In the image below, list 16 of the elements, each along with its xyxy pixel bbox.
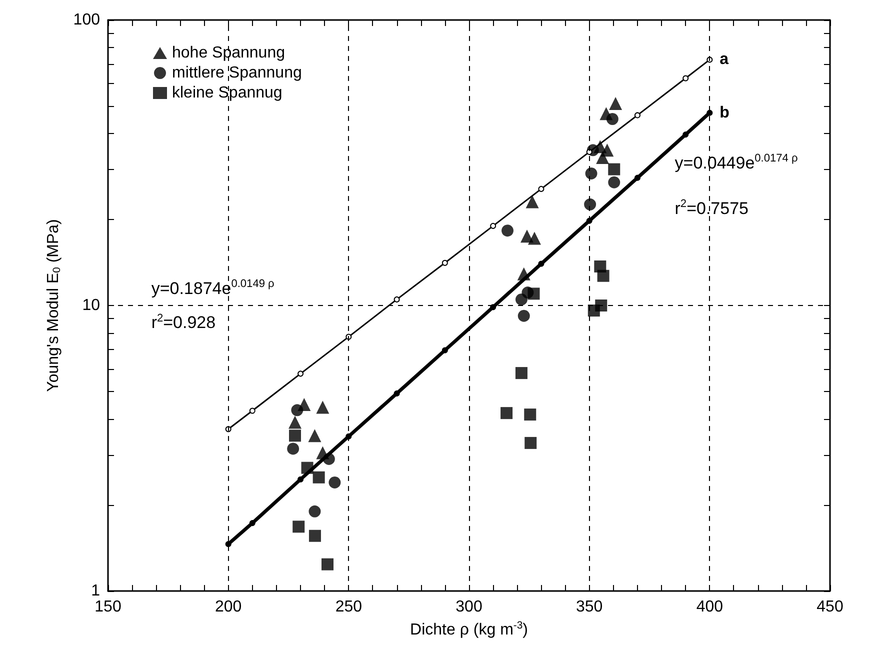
series-label: b bbox=[720, 104, 730, 122]
legend-label: kleine Spannug bbox=[172, 84, 282, 102]
y-tick-label: 1 bbox=[91, 582, 100, 600]
y-tick-label: 100 bbox=[73, 12, 100, 28]
x-tick-label: 200 bbox=[214, 598, 242, 616]
series-label: a bbox=[720, 51, 729, 68]
legend-label: hohe Spannung bbox=[172, 44, 285, 62]
x-tick-label: 450 bbox=[816, 598, 844, 616]
x-tick-label: 350 bbox=[576, 598, 603, 616]
x-tick-label: 400 bbox=[696, 598, 724, 616]
x-tick-label: 300 bbox=[456, 598, 482, 616]
y-axis-title: Young's Modul E0 (MPa) bbox=[44, 219, 63, 392]
y-tick-label: 10 bbox=[82, 297, 100, 314]
x-tick-label: 250 bbox=[335, 598, 362, 616]
x-tick-label: 150 bbox=[94, 598, 122, 616]
legend-label: mittlere Spannung bbox=[172, 64, 302, 82]
